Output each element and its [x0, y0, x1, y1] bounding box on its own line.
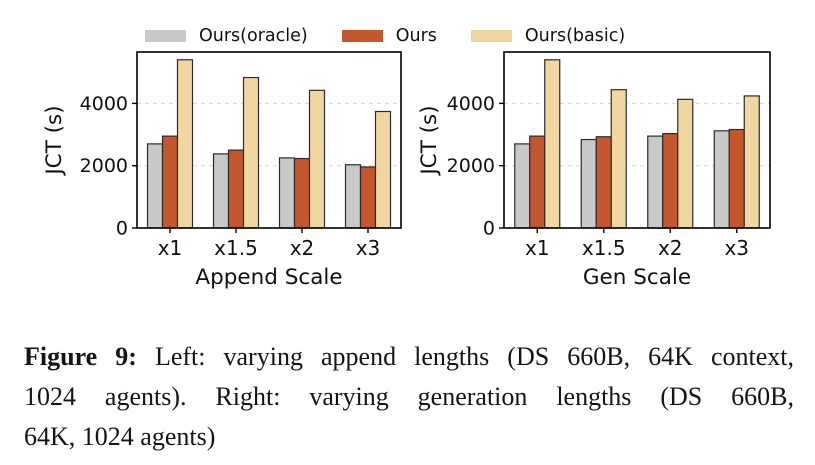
bar: [743, 95, 760, 229]
x-tick-label: x3: [724, 236, 749, 260]
bar: [359, 166, 377, 229]
x-tick-label: x2: [290, 236, 315, 260]
bar: [242, 76, 260, 229]
y-tick-label: 4000: [80, 93, 128, 115]
bar: [161, 135, 179, 229]
bar: [580, 138, 597, 229]
x-axis-label: Append Scale: [195, 265, 342, 290]
bar: [713, 130, 730, 229]
caption-line-2: 1024 agents). Right: varying generation …: [24, 382, 794, 411]
bar: [529, 135, 546, 229]
x-tick-label: x1: [525, 236, 550, 260]
bar: [662, 133, 679, 229]
bar: [293, 157, 311, 229]
y-tick-label: 4000: [447, 93, 495, 115]
legend-item: Ours(oracle): [145, 26, 308, 46]
bar: [308, 89, 326, 229]
x-tick-label: x1.5: [582, 236, 626, 260]
bar: [146, 143, 164, 229]
bar: [647, 135, 664, 229]
bar: [278, 157, 296, 229]
y-tick-label: 2000: [447, 155, 495, 177]
y-axis-label: JCT (s): [417, 105, 442, 176]
plot-box: [503, 51, 771, 229]
legend-item: Ours(basic): [470, 26, 626, 46]
x-tick-label: x2: [658, 236, 683, 260]
x-tick-label: x1: [158, 236, 183, 260]
bar: [212, 153, 230, 229]
caption-figure-label: Figure 9:: [24, 342, 137, 371]
bar: [728, 128, 745, 229]
caption-line-1: Figure 9: Left: varying append lengths (…: [24, 337, 794, 377]
x-axis-label: Gen Scale: [583, 265, 691, 290]
bar: [227, 149, 245, 229]
legend: Ours(oracle) Ours Ours(basic): [145, 26, 625, 46]
legend-swatch: [145, 30, 186, 42]
bar: [374, 110, 392, 229]
x-tick-label: x1.5: [214, 236, 258, 260]
bar: [344, 164, 362, 229]
legend-label: Ours(oracle): [199, 26, 308, 46]
bar: [514, 143, 531, 229]
x-tick-label: x3: [356, 236, 381, 260]
plot-box: [136, 51, 402, 229]
bar: [176, 59, 194, 229]
legend-label: Ours(basic): [524, 26, 626, 46]
legend-label: Ours: [395, 26, 437, 46]
legend-item: Ours: [341, 26, 437, 46]
caption-line-1-text: Left: varying append lengths (DS 660B, 6…: [136, 342, 794, 371]
figure-caption: Figure 9: Left: varying append lengths (…: [24, 337, 794, 457]
bar: [544, 59, 561, 229]
y-tick-label: 0: [483, 218, 495, 240]
legend-swatch: [341, 30, 383, 42]
y-tick-label: 0: [116, 218, 128, 240]
bar: [677, 98, 694, 229]
y-tick-label: 2000: [80, 155, 128, 177]
legend-swatch: [470, 30, 512, 42]
charts-canvas: 0 2000 4000 x1 x1.5 x2 x3 Append Scale JCT (s) 0 2…: [42, 51, 771, 290]
y-axis-label: JCT (s): [42, 105, 67, 176]
bar: [595, 136, 612, 229]
bar: [610, 89, 627, 229]
caption-line-3: 64K, 1024 agents): [24, 422, 216, 451]
